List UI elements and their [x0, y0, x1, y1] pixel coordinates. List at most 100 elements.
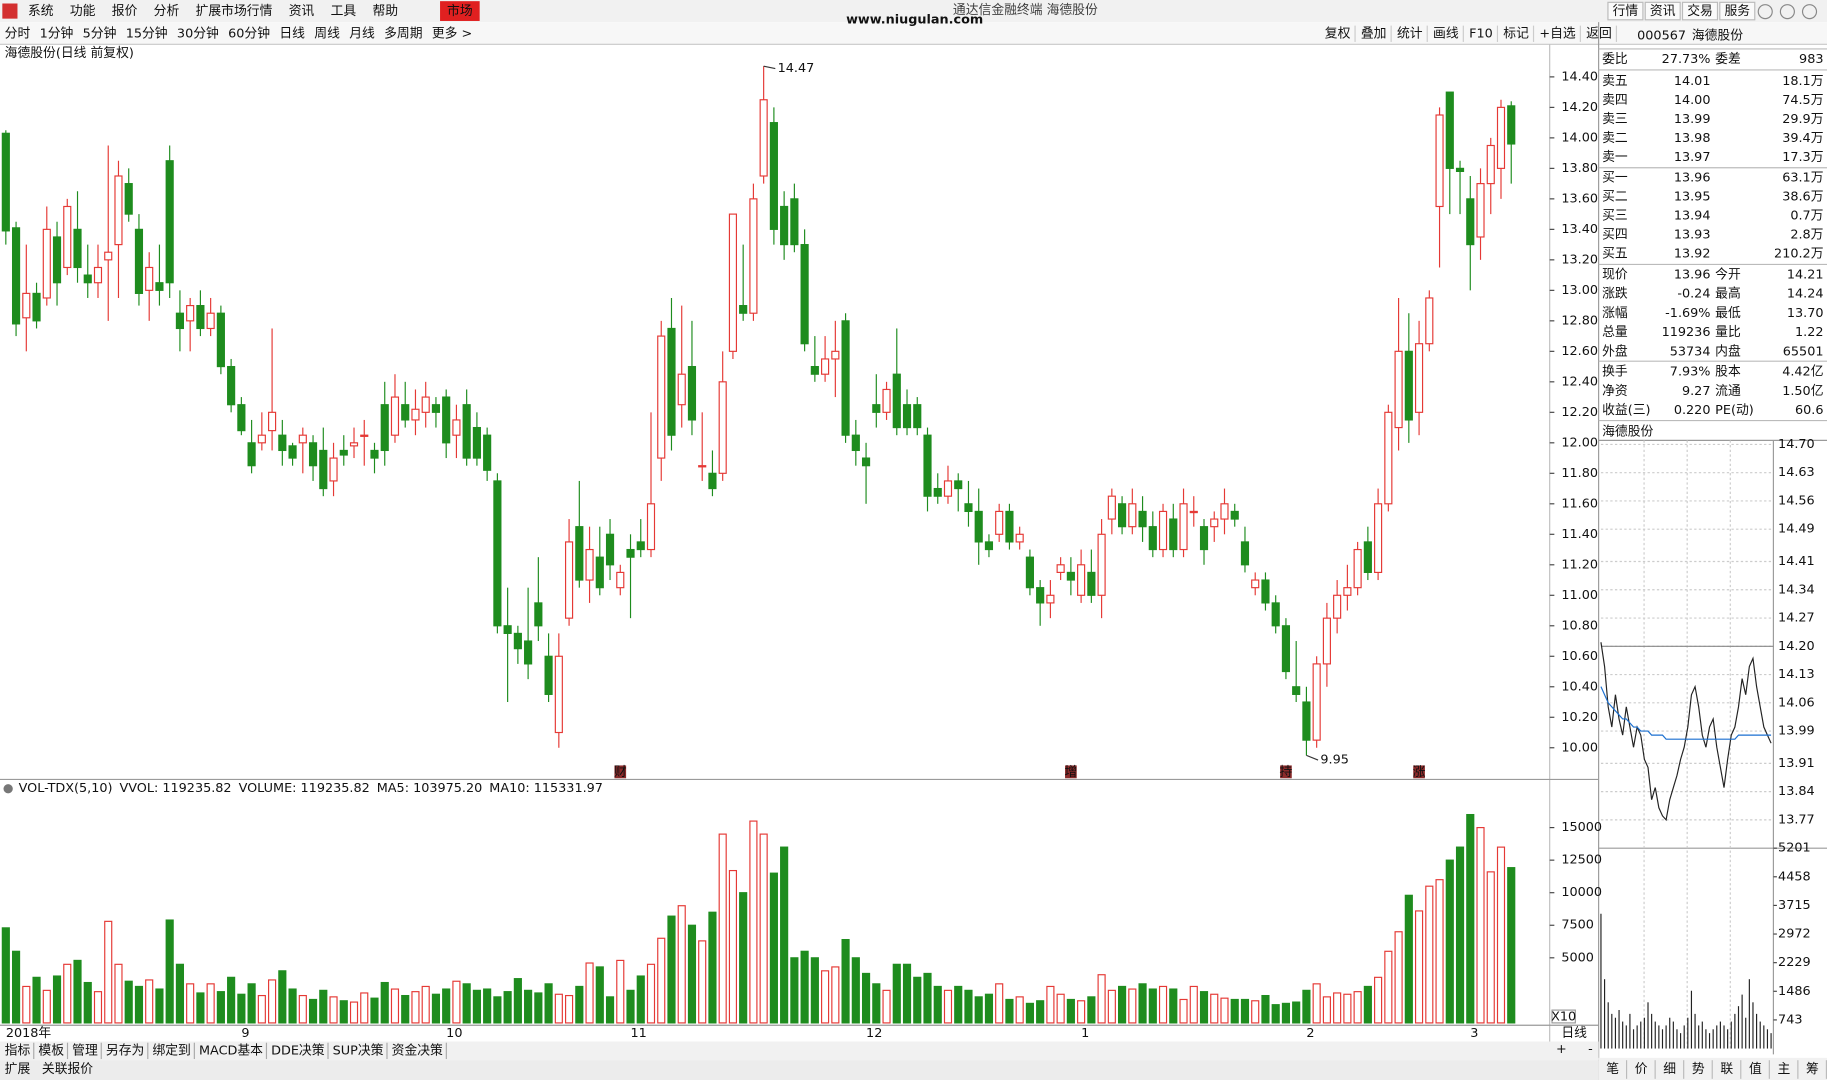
volume-bar — [268, 979, 277, 1024]
candle-body — [390, 396, 400, 436]
volume-bar — [1199, 991, 1209, 1024]
tool-button[interactable]: F10 — [1469, 26, 1493, 41]
candle-body — [401, 404, 410, 421]
side-tab[interactable]: 联 — [1720, 1062, 1733, 1077]
title-overlay: 通达信金融终端 海德股份 — [953, 2, 1098, 18]
candle-body — [83, 274, 92, 284]
candle-body — [1015, 533, 1024, 543]
bottom-tab[interactable]: 指标 — [5, 1043, 31, 1058]
side-tab[interactable]: 主 — [1777, 1062, 1790, 1077]
candle-body — [861, 457, 871, 467]
status-item[interactable]: 扩展 — [5, 1062, 31, 1077]
window-button-label[interactable]: 服务 — [1724, 3, 1750, 19]
side-tab[interactable]: 势 — [1692, 1061, 1705, 1077]
volume-bar — [1046, 985, 1055, 1024]
tool-button[interactable]: 标记 — [1503, 26, 1529, 41]
bottom-tab[interactable]: 另存为 — [106, 1043, 144, 1058]
status-item[interactable]: 关联报价 — [42, 1062, 93, 1077]
event-marker[interactable] — [614, 765, 627, 779]
event-marker-label[interactable]: 增 — [1064, 765, 1077, 780]
tool-button[interactable]: 画线 — [1433, 26, 1459, 41]
volume-bar — [943, 989, 953, 1024]
volume-bar — [134, 985, 144, 1024]
period-tab[interactable]: 分时 — [5, 26, 31, 41]
volume-bar — [155, 988, 164, 1024]
side-tab[interactable]: 值 — [1749, 1061, 1762, 1077]
side-tab[interactable]: 笔 — [1606, 1061, 1619, 1077]
period-tab[interactable]: 5分钟 — [83, 25, 117, 41]
candle-body — [728, 213, 738, 352]
quote-label: 今开 — [1715, 266, 1741, 282]
bottom-tab[interactable]: 资金决策 — [392, 1042, 443, 1058]
low-pointer — [1306, 754, 1319, 761]
volume-bar — [677, 905, 686, 1024]
zoom-button[interactable]: - — [1588, 1042, 1593, 1057]
window-button-label[interactable]: 资讯 — [1650, 4, 1676, 19]
candle-body — [1066, 571, 1075, 581]
event-marker[interactable] — [1280, 765, 1292, 779]
window-button[interactable] — [1607, 1, 1644, 21]
period-tab[interactable]: 日线 — [279, 26, 305, 41]
bottom-tab[interactable]: SUP决策 — [333, 1042, 384, 1058]
side-tab[interactable]: 价 — [1635, 1062, 1648, 1077]
volume-bar — [421, 985, 430, 1024]
indicator-icon[interactable] — [3, 784, 13, 794]
period-tab[interactable]: 周线 — [314, 26, 340, 41]
quote-label: 流通 — [1715, 384, 1741, 399]
candle-body — [954, 480, 963, 490]
menu-item[interactable]: 工具 — [331, 4, 357, 19]
volume-bar — [1005, 998, 1014, 1024]
menu-item[interactable]: 扩展市场行情 — [196, 3, 273, 19]
period-tab[interactable]: 30分钟 — [177, 25, 219, 41]
order-price: 13.98 — [1674, 131, 1711, 146]
event-marker-label[interactable]: 财 — [614, 765, 627, 780]
volume-bar — [780, 846, 789, 1024]
bottom-tab[interactable]: 模板 — [38, 1043, 64, 1058]
bottom-tab[interactable]: 绑定到 — [152, 1043, 190, 1058]
tool-button[interactable]: 复权 — [1325, 25, 1351, 41]
period-tab[interactable]: 月线 — [349, 26, 375, 41]
window-button[interactable] — [1644, 1, 1681, 21]
menu-item[interactable]: 功能 — [70, 4, 96, 19]
period-tab[interactable]: 更多 > — [432, 26, 472, 41]
volume-bar — [974, 996, 983, 1024]
event-marker[interactable] — [1065, 765, 1077, 779]
menu-item[interactable]: 系统 — [28, 4, 54, 19]
window-control[interactable] — [1801, 4, 1818, 20]
volume-bar — [1302, 989, 1311, 1024]
window-button-label[interactable]: 行情 — [1613, 4, 1639, 19]
tool-button[interactable]: +自选 — [1539, 26, 1576, 41]
period-tab[interactable]: 60分钟 — [228, 25, 270, 41]
window-button-label[interactable]: 交易 — [1687, 3, 1713, 19]
candle-body — [257, 434, 266, 444]
bottom-tab[interactable]: 管理 — [72, 1043, 98, 1058]
bottom-tab[interactable]: MACD基本 — [199, 1043, 263, 1058]
period-tab[interactable]: 1分钟 — [40, 25, 74, 41]
menu-item[interactable]: 报价 — [112, 4, 138, 19]
event-marker[interactable] — [1413, 765, 1425, 779]
tool-button[interactable]: 返回 — [1586, 26, 1612, 41]
tool-button[interactable]: 统计 — [1397, 26, 1423, 41]
zoom-button[interactable]: + — [1556, 1042, 1567, 1057]
menu-item-active[interactable]: 市场 — [447, 3, 473, 19]
side-tab[interactable]: 细 — [1663, 1062, 1676, 1077]
window-button[interactable] — [1681, 1, 1719, 21]
volume-bar — [339, 1000, 348, 1024]
menu-item[interactable]: 资讯 — [289, 4, 315, 19]
menu-item[interactable]: 分析 — [154, 4, 180, 19]
period-tab[interactable]: 15分钟 — [126, 25, 168, 41]
bottom-tab[interactable]: DDE决策 — [271, 1042, 325, 1058]
tool-button[interactable]: 叠加 — [1361, 26, 1387, 41]
candle-body — [63, 205, 72, 269]
menu-item[interactable]: 帮助 — [373, 4, 399, 19]
window-control[interactable] — [1757, 4, 1773, 20]
volume-bar — [319, 989, 328, 1024]
event-marker-label[interactable]: 持 — [1280, 765, 1293, 780]
window-button[interactable] — [1719, 1, 1756, 21]
candle-body — [882, 388, 891, 413]
side-tab[interactable]: 筹 — [1806, 1061, 1819, 1077]
window-control[interactable] — [1779, 4, 1795, 20]
event-marker-label[interactable]: 涨 — [1413, 765, 1426, 780]
candle-body — [913, 404, 922, 429]
period-tab[interactable]: 多周期 — [384, 26, 422, 41]
